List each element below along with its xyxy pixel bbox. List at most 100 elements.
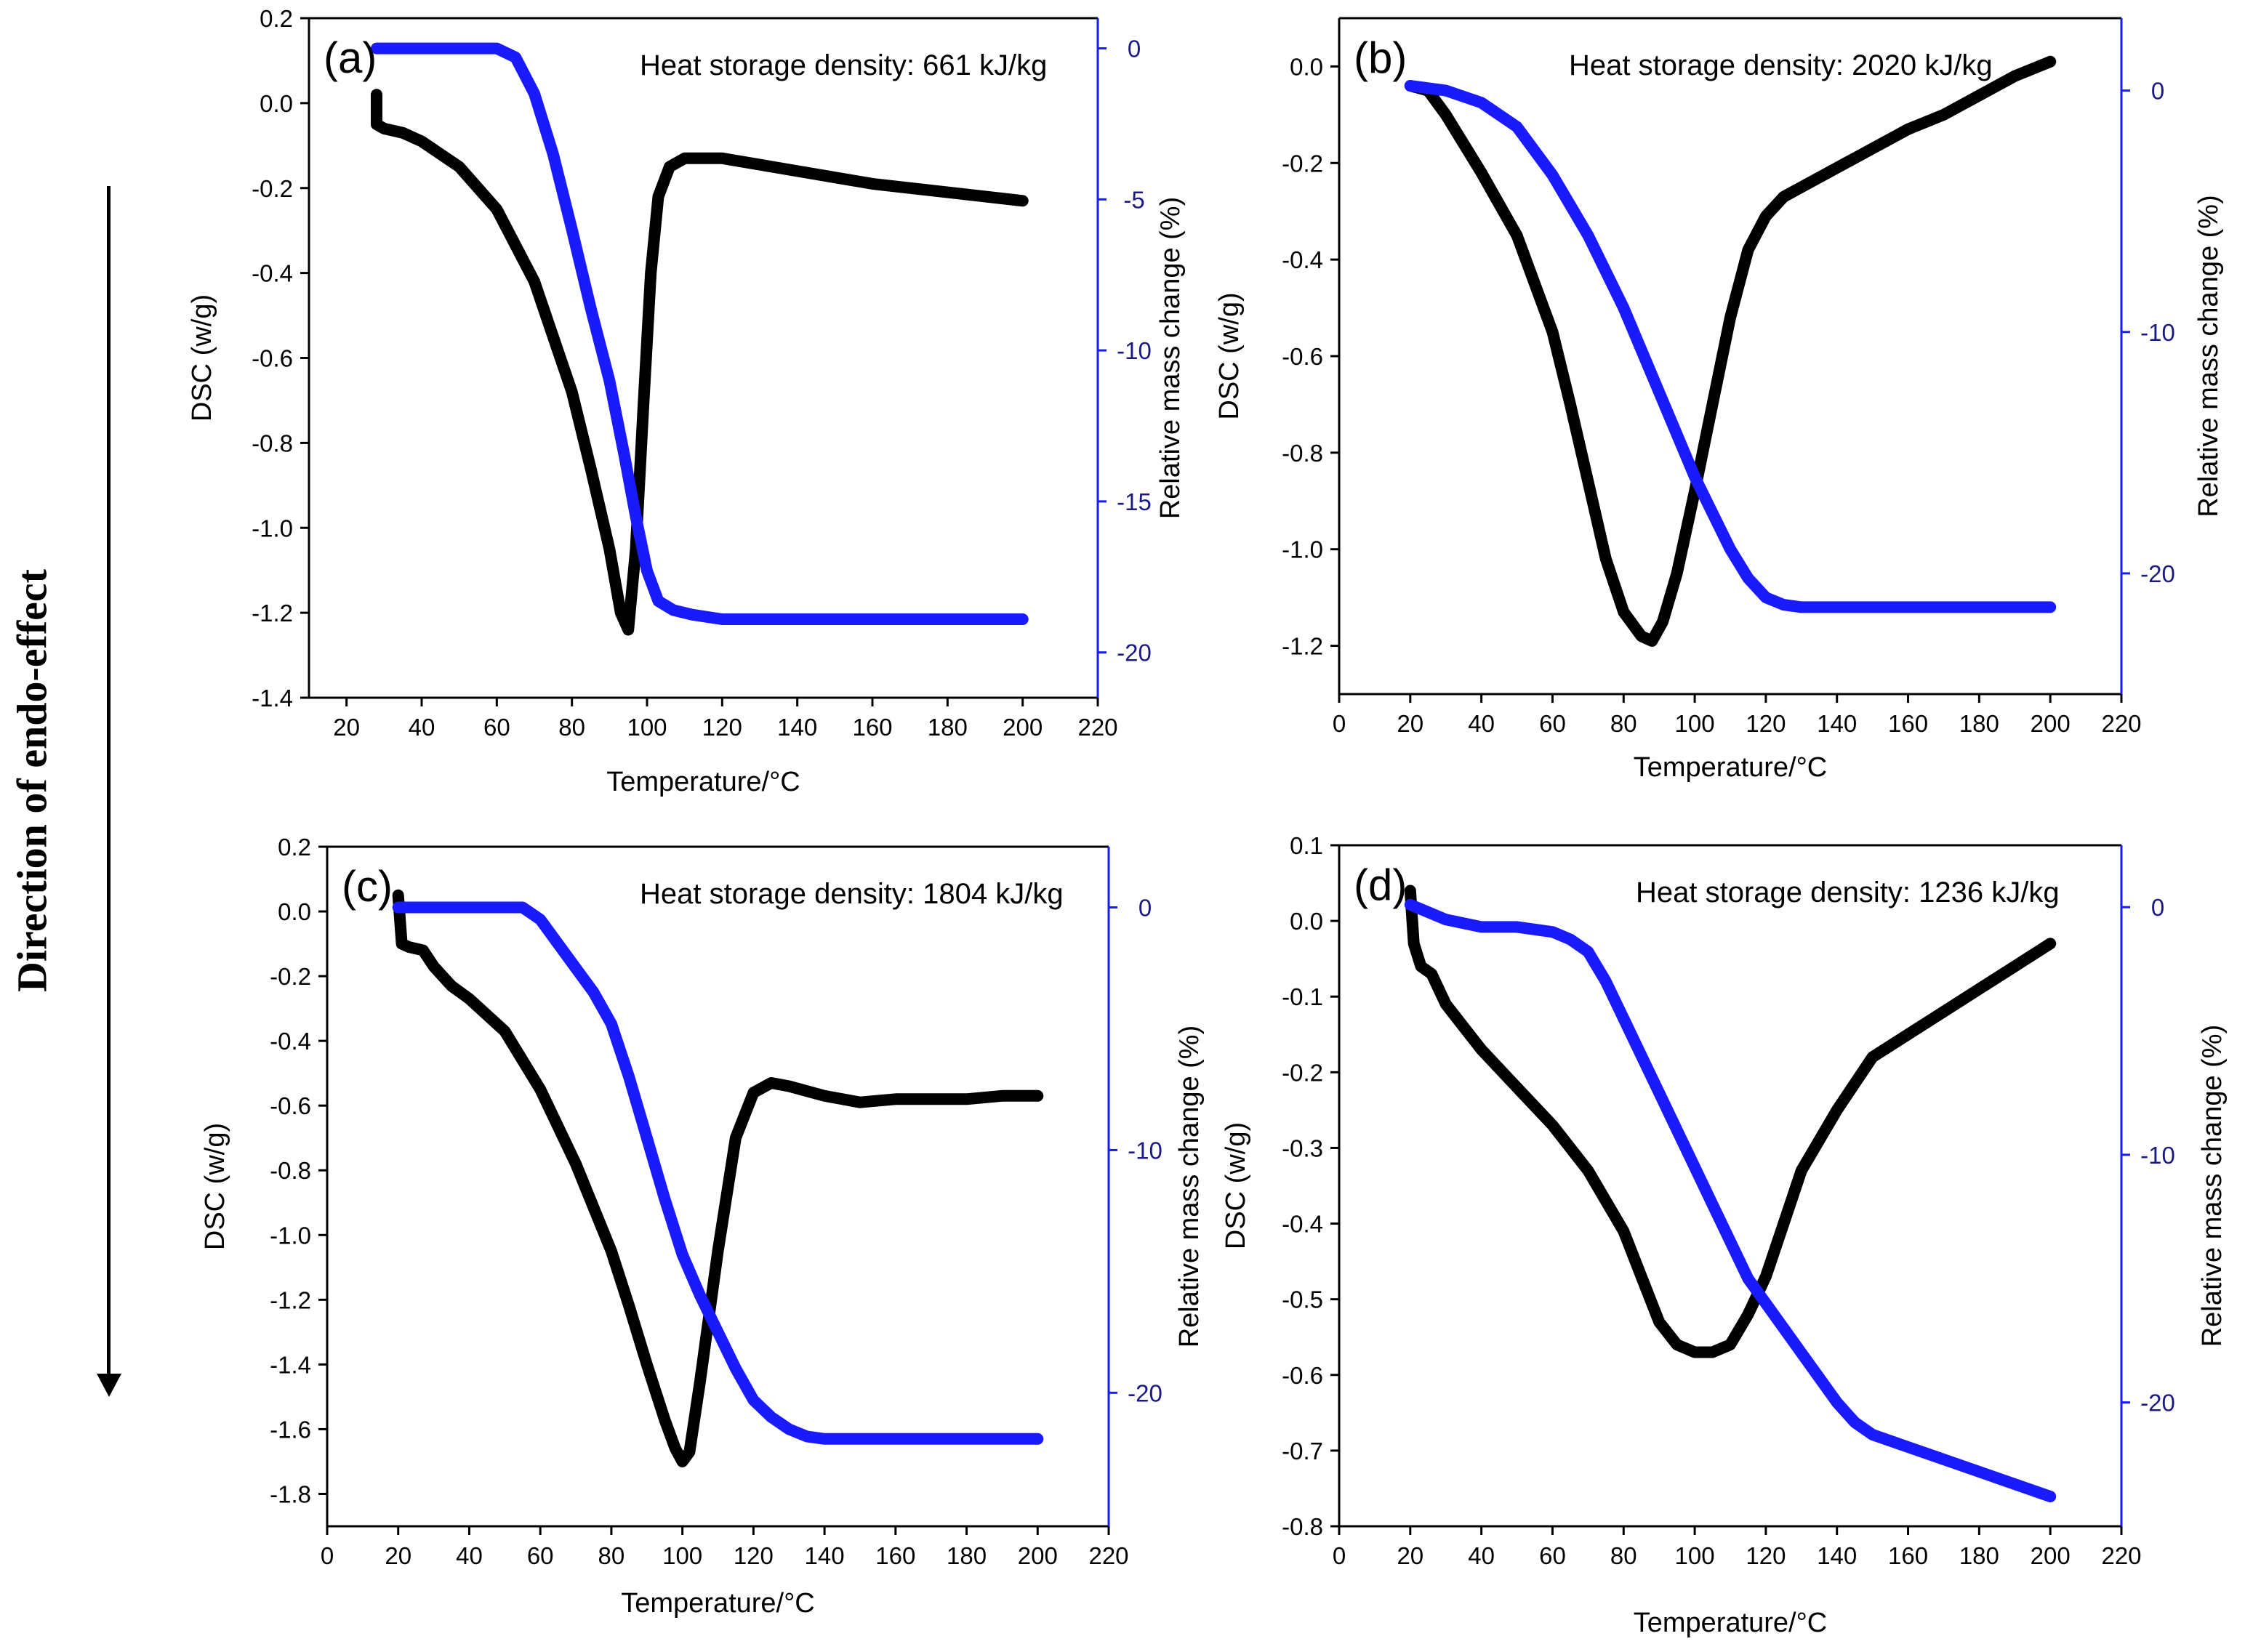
x-tick-label: 100 bbox=[1675, 710, 1715, 737]
y-tick-label: -0.2 bbox=[270, 963, 311, 990]
x-tick-label: 100 bbox=[662, 1542, 702, 1569]
chart-panel-d: 0 20 40 60 80 100 120 140 160 180 200 220 0.1 0.0 -0.1… bbox=[1221, 832, 2228, 1638]
mass-change-series-line bbox=[1404, 80, 2057, 613]
chart-panel-c: 0 20 40 60 80 100 120 140 160 180 200 220 0.2 0.0 -0.2… bbox=[200, 834, 1205, 1619]
x-tick-label: 40 bbox=[456, 1542, 483, 1569]
y2-tick-label: -10 bbox=[2140, 1142, 2175, 1169]
x-tick-label: 60 bbox=[527, 1542, 554, 1569]
endo-arrow-line bbox=[107, 186, 111, 1378]
x-tick-label: 60 bbox=[1539, 710, 1566, 737]
y2-tick-label: -20 bbox=[2140, 1390, 2175, 1417]
endo-effect-label: Direction of endo-effect bbox=[8, 569, 56, 992]
y-tick-label: -1.2 bbox=[270, 1286, 311, 1313]
y2-tick-label: -20 bbox=[2140, 560, 2175, 587]
y-tick-label: -0.8 bbox=[252, 430, 293, 456]
dsc-series-line bbox=[1404, 885, 2057, 1358]
x-tick-label: 160 bbox=[875, 1542, 915, 1569]
y2-axis-label: Relative mass change (%) bbox=[2193, 195, 2224, 517]
panel-label: (d) bbox=[1354, 861, 1407, 909]
y-tick-label: 0.0 bbox=[260, 90, 293, 117]
x-tick-label: 80 bbox=[558, 714, 585, 741]
x-tick-label: 220 bbox=[1077, 714, 1117, 741]
x-tick-label: 0 bbox=[1333, 1542, 1346, 1569]
y-tick-label: -0.4 bbox=[1282, 1211, 1323, 1238]
y-tick-label: -0.6 bbox=[270, 1092, 311, 1119]
x-tick-label: 220 bbox=[1088, 1542, 1128, 1569]
x-tick-label: 200 bbox=[1003, 714, 1043, 741]
x-tick-label: 20 bbox=[1397, 1542, 1423, 1569]
x-tick-label: 0 bbox=[321, 1542, 334, 1569]
y-tick-label: -1.0 bbox=[270, 1222, 311, 1249]
y2-tick-label: -20 bbox=[1117, 640, 1152, 666]
y2-axis-label: Relative mass change (%) bbox=[2197, 1025, 2228, 1347]
x-tick-label: 0 bbox=[1333, 710, 1346, 737]
heat-storage-annotation: Heat storage density: 2020 kJ/kg bbox=[1569, 49, 1993, 81]
y-tick-label: -0.2 bbox=[1282, 1059, 1323, 1086]
x-tick-label: 140 bbox=[805, 1542, 845, 1569]
y2-tick-label: -15 bbox=[1117, 488, 1152, 515]
y-tick-label: 0.2 bbox=[260, 5, 293, 32]
x-tick-label: 60 bbox=[483, 714, 510, 741]
y-tick-label: -1.0 bbox=[1282, 536, 1323, 563]
x-tick-label: 160 bbox=[1888, 1542, 1928, 1569]
x-tick-label: 100 bbox=[627, 714, 667, 741]
x-tick-label: 40 bbox=[1468, 1542, 1495, 1569]
y2-tick-label: 0 bbox=[1128, 36, 1141, 63]
heat-storage-annotation: Heat storage density: 661 kJ/kg bbox=[640, 49, 1047, 81]
y-axis-label: DSC (w/g) bbox=[187, 294, 217, 422]
y-tick-label: 0.0 bbox=[1290, 53, 1323, 80]
x-axis-label: Temperature/°C bbox=[1634, 752, 1828, 783]
y-tick-label: -1.8 bbox=[270, 1480, 311, 1507]
x-tick-label: 20 bbox=[385, 1542, 411, 1569]
y2-tick-label: -10 bbox=[2140, 319, 2175, 346]
y2-axis-label: Relative mass change (%) bbox=[1174, 1026, 1205, 1348]
x-tick-label: 160 bbox=[852, 714, 892, 741]
x-tick-label: 180 bbox=[1959, 1542, 1999, 1569]
x-tick-label: 120 bbox=[1746, 1542, 1786, 1569]
x-tick-label: 20 bbox=[333, 714, 360, 741]
y2-tick-label: 0 bbox=[1138, 894, 1152, 921]
mass-change-series-line bbox=[371, 42, 1029, 625]
y-tick-label: -1.2 bbox=[1282, 633, 1323, 660]
x-tick-label: 140 bbox=[1817, 1542, 1857, 1569]
x-tick-label: 120 bbox=[702, 714, 742, 741]
x-tick-label: 140 bbox=[777, 714, 817, 741]
x-tick-label: 180 bbox=[947, 1542, 987, 1569]
x-tick-label: 200 bbox=[1018, 1542, 1058, 1569]
panel-label: (c) bbox=[342, 862, 393, 911]
y-tick-label: -0.4 bbox=[270, 1028, 311, 1055]
x-tick-label: 20 bbox=[1397, 710, 1423, 737]
x-tick-label: 180 bbox=[928, 714, 968, 741]
chart-panel-a: 20 40 60 80 100 120 140 160 180 200 220 0.2 0.0 -0.2 -… bbox=[187, 5, 1186, 797]
y-tick-label: -0.4 bbox=[252, 260, 293, 287]
y-tick-label: -0.8 bbox=[270, 1157, 311, 1184]
x-tick-label: 80 bbox=[1610, 1542, 1637, 1569]
y2-axis-label: Relative mass change (%) bbox=[1155, 197, 1186, 520]
x-tick-label: 180 bbox=[1959, 710, 1999, 737]
y-tick-label: -0.6 bbox=[252, 345, 293, 372]
y-tick-label: 0.0 bbox=[1290, 908, 1323, 935]
x-tick-label: 120 bbox=[1746, 710, 1786, 737]
y-tick-label: 0.2 bbox=[278, 834, 311, 861]
y-tick-label: -0.6 bbox=[1282, 343, 1323, 370]
x-axis-label: Temperature/°C bbox=[621, 1588, 815, 1619]
x-tick-label: 160 bbox=[1888, 710, 1928, 737]
y-tick-label: -1.6 bbox=[270, 1416, 311, 1443]
y2-tick-label: -20 bbox=[1128, 1379, 1162, 1406]
heat-storage-annotation: Heat storage density: 1236 kJ/kg bbox=[1636, 877, 2060, 908]
mass-change-series-line bbox=[1404, 898, 2057, 1503]
y-tick-label: -0.8 bbox=[1282, 1513, 1323, 1540]
y-tick-label: -0.8 bbox=[1282, 440, 1323, 467]
y2-tick-label: -10 bbox=[1117, 337, 1152, 364]
y-tick-label: -0.2 bbox=[252, 175, 293, 202]
x-tick-label: 60 bbox=[1539, 1542, 1566, 1569]
y2-tick-label: -5 bbox=[1123, 186, 1144, 213]
y-tick-label: -1.0 bbox=[252, 515, 293, 541]
x-tick-label: 40 bbox=[409, 714, 435, 741]
x-tick-label: 140 bbox=[1817, 710, 1857, 737]
x-tick-label: 120 bbox=[734, 1542, 774, 1569]
y2-tick-label: 0 bbox=[2151, 78, 2164, 105]
x-tick-label: 80 bbox=[598, 1542, 625, 1569]
y-tick-label: -0.2 bbox=[1282, 150, 1323, 177]
